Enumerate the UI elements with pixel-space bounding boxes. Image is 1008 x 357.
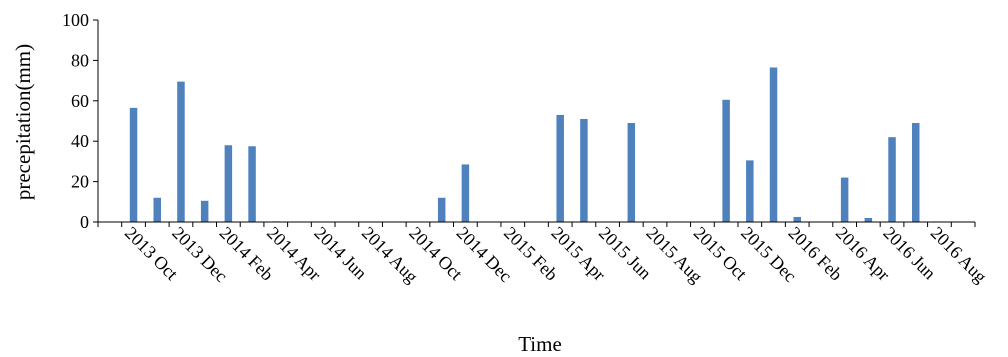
bar-2016-apr [840, 177, 849, 222]
bars-group [129, 67, 920, 222]
bar-2014-feb [224, 145, 233, 222]
bar-2014-dec [461, 164, 470, 222]
bar-2014-nov [437, 197, 446, 222]
bar-2015-nov [722, 99, 730, 222]
bar-2016-jul [911, 123, 920, 222]
bar-2015-jul [627, 123, 636, 222]
bar-2015-may [580, 118, 588, 222]
x-tick-label-2016-aug: 2016 Aug [927, 223, 991, 287]
bar-2013-nov [153, 197, 162, 222]
bar-2016-jan [769, 67, 778, 222]
y-tick-label-0: 0 [80, 212, 89, 232]
bar-2013-dec [177, 81, 185, 222]
bar-2013-oct [129, 107, 138, 222]
y-tick-label-60: 60 [71, 91, 89, 111]
bar-2016-jun [888, 137, 896, 222]
bar-2014-mar [248, 146, 256, 222]
y-tick-label-40: 40 [71, 131, 89, 151]
bar-2015-dec [746, 160, 754, 222]
bar-2014-jan [200, 200, 209, 222]
y-ticks-group: 0 20 40 60 80 100 [62, 10, 98, 232]
bar-2016-may [864, 217, 873, 222]
y-axis-title: precepitation(mm) [11, 44, 35, 200]
bar-2016-feb [793, 216, 801, 222]
axes-group [97, 20, 975, 223]
bar-2015-apr [556, 114, 564, 222]
x-axis-title: Time [518, 332, 562, 356]
y-tick-label-100: 100 [62, 10, 89, 30]
y-tick-label-20: 20 [71, 172, 89, 192]
y-tick-label-80: 80 [71, 50, 89, 70]
